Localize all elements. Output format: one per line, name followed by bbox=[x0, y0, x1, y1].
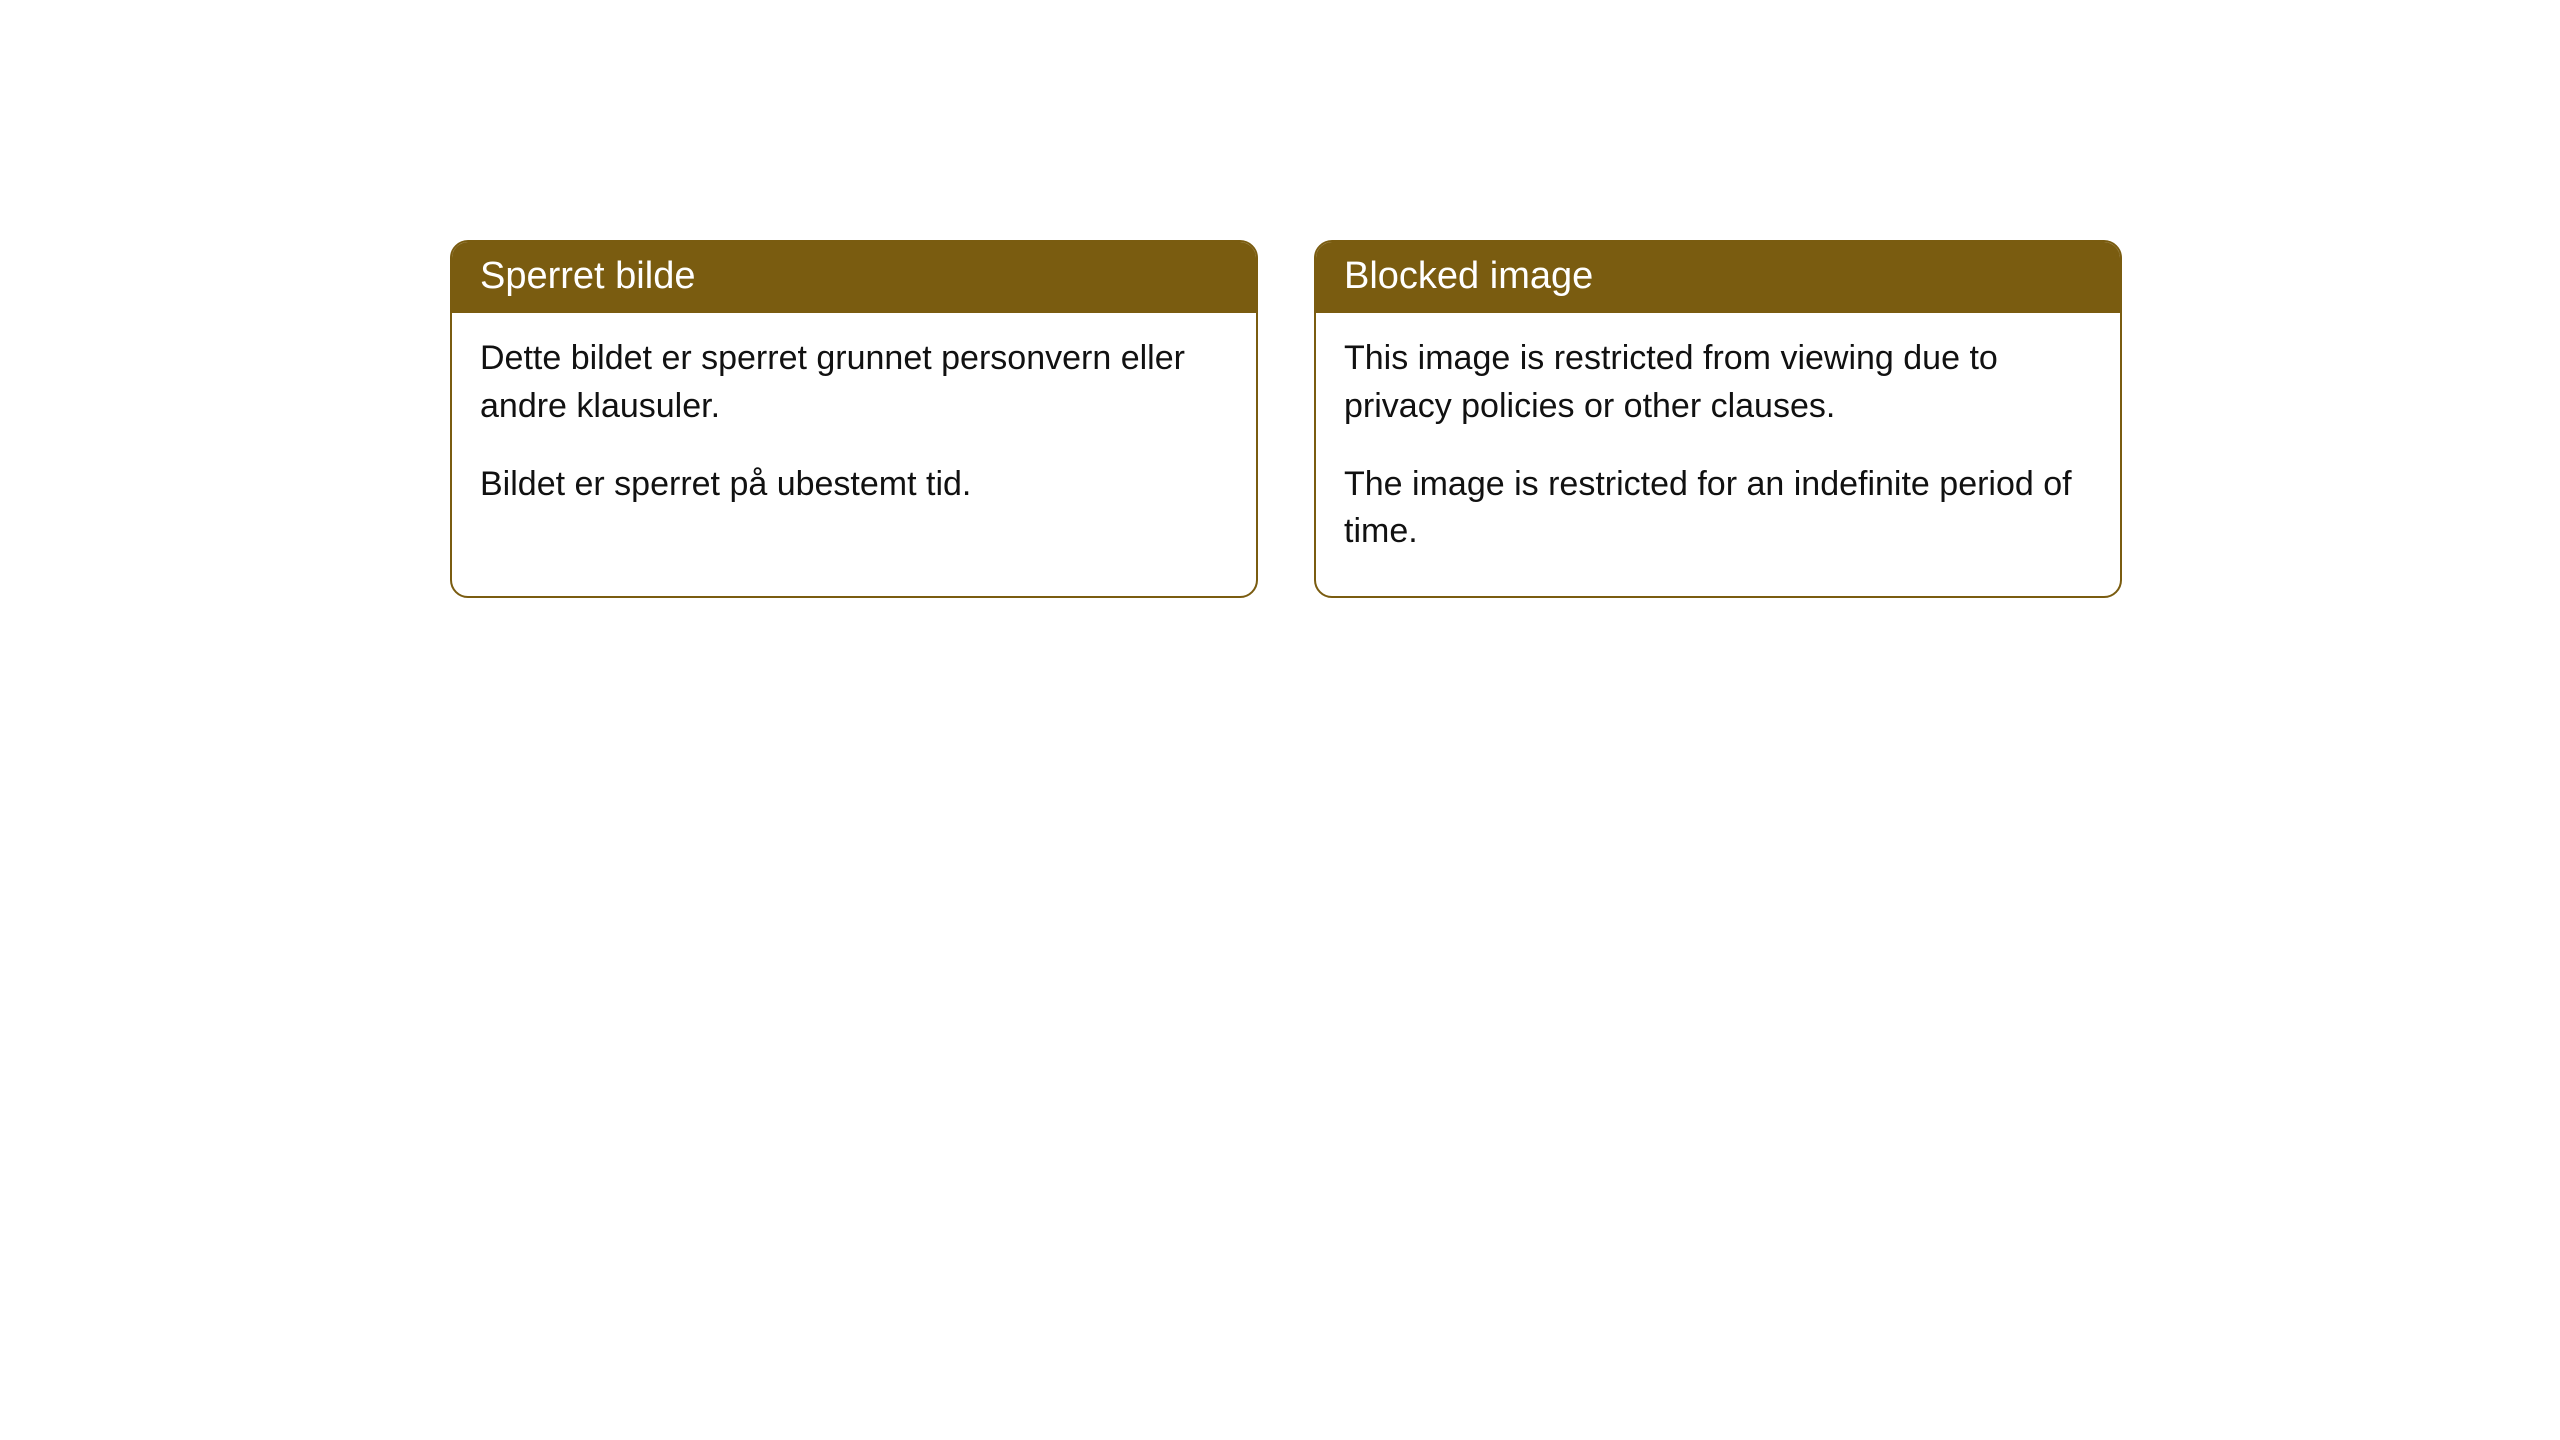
notice-body: This image is restricted from viewing du… bbox=[1316, 313, 2120, 595]
notice-paragraph: This image is restricted from viewing du… bbox=[1344, 335, 2092, 430]
notice-title: Blocked image bbox=[1344, 255, 1593, 297]
notice-paragraph: Dette bildet er sperret grunnet personve… bbox=[480, 335, 1228, 430]
notice-title: Sperret bilde bbox=[480, 255, 695, 297]
notice-header: Blocked image bbox=[1316, 242, 2120, 313]
notice-paragraph: The image is restricted for an indefinit… bbox=[1344, 461, 2092, 556]
notice-card-english: Blocked image This image is restricted f… bbox=[1314, 240, 2122, 598]
notice-header: Sperret bilde bbox=[452, 242, 1256, 313]
notice-cards-container: Sperret bilde Dette bildet er sperret gr… bbox=[450, 240, 2122, 598]
notice-body: Dette bildet er sperret grunnet personve… bbox=[452, 313, 1256, 548]
notice-card-norwegian: Sperret bilde Dette bildet er sperret gr… bbox=[450, 240, 1258, 598]
notice-paragraph: Bildet er sperret på ubestemt tid. bbox=[480, 461, 1228, 509]
